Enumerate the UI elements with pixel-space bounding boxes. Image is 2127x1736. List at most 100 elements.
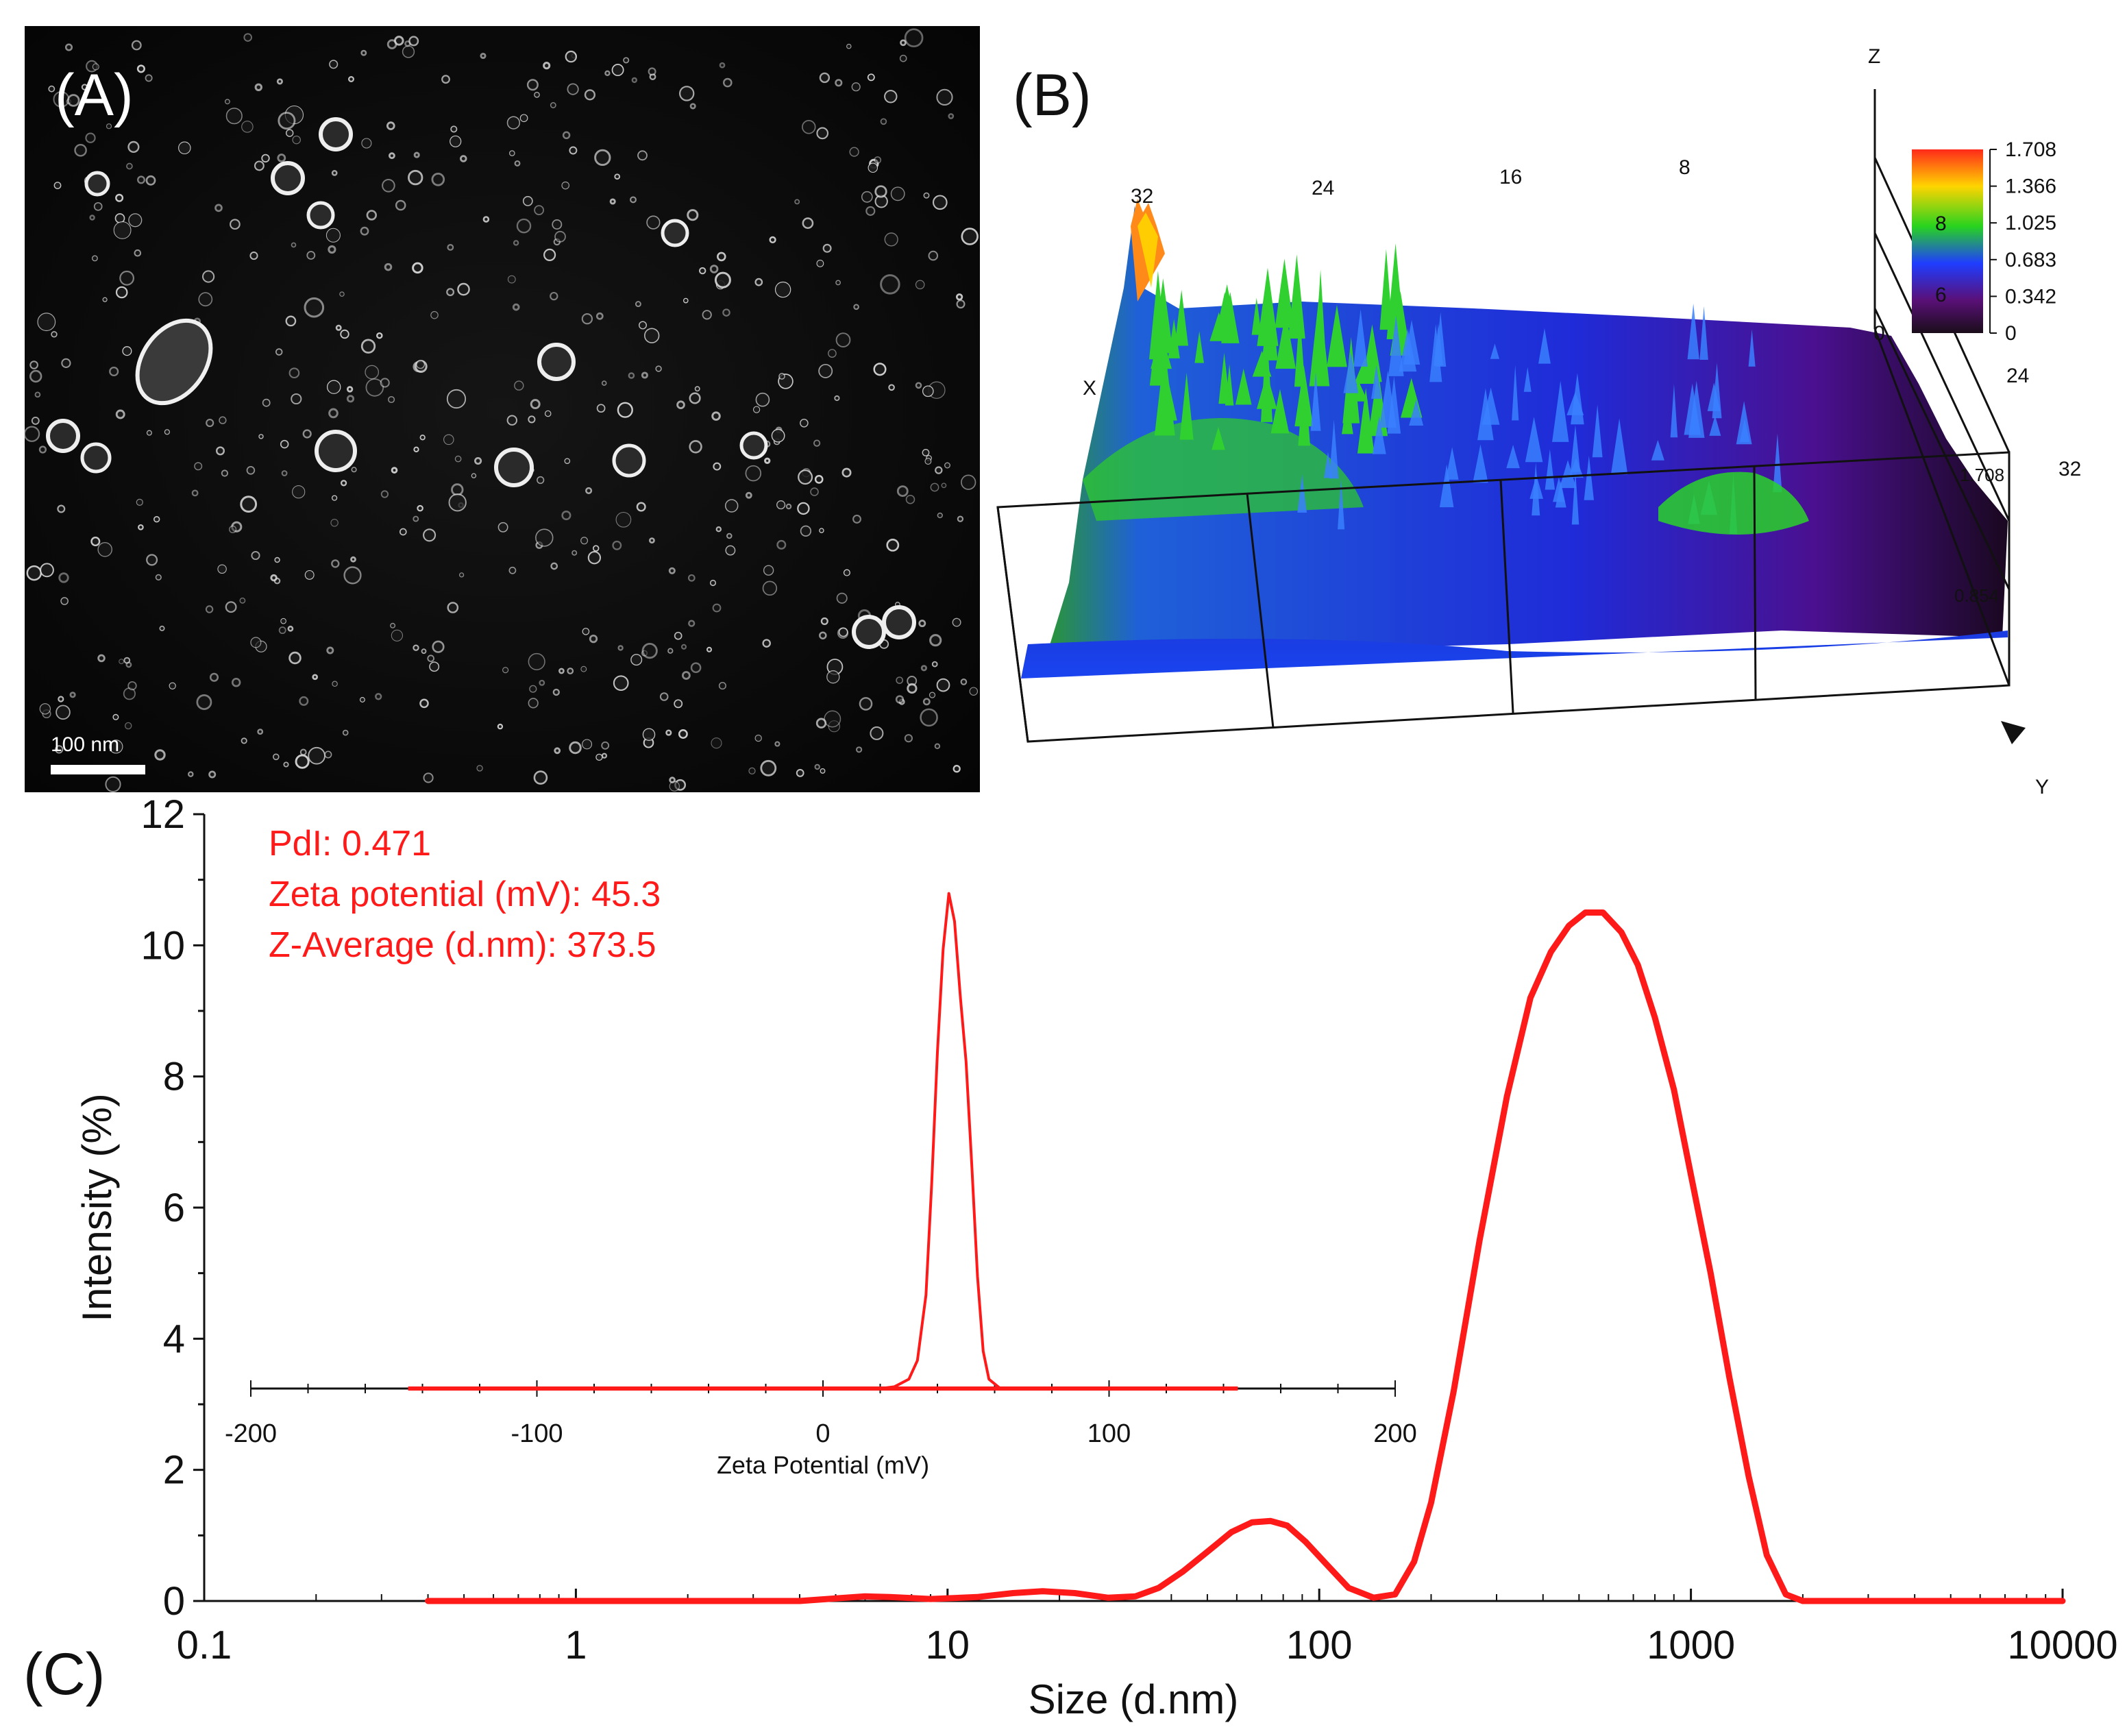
sem-particle: [810, 487, 819, 496]
sem-particle: [822, 243, 832, 253]
surface-spike: [1687, 304, 1699, 360]
sem-particle: [327, 380, 341, 394]
sem-particle: [581, 313, 593, 325]
sem-particle: [502, 667, 509, 674]
sem-particle: [528, 652, 545, 670]
sem-particle: [948, 113, 955, 119]
sem-particle: [820, 768, 826, 774]
right-tick-1: 32: [2058, 458, 2081, 480]
sem-particle: [69, 692, 76, 698]
sem-particle: [688, 620, 696, 627]
sem-particle: [528, 415, 536, 424]
sem-particle: [506, 116, 521, 130]
panel-a-label: (A): [55, 62, 134, 128]
sem-particle: [40, 563, 54, 578]
sem-particle: [617, 402, 633, 418]
sem-particle: [304, 570, 315, 580]
sem-particle: [254, 83, 262, 92]
sem-particle: [796, 769, 804, 777]
sem-particle: [819, 528, 824, 533]
sem-particle: [376, 332, 383, 339]
annotation-zeta: Zeta potential (mV): 45.3: [269, 875, 661, 914]
sem-particle: [508, 566, 517, 574]
y-axis-arrow: [2001, 721, 2026, 744]
sem-particle: [125, 661, 132, 668]
sem-particle: [920, 665, 928, 672]
sem-particle: [642, 728, 656, 741]
sem-particle: [446, 288, 455, 297]
sem-particle: [202, 270, 215, 283]
sem-particle: [900, 39, 907, 47]
sem-particle: [754, 278, 763, 286]
colorbar-inner-8: 8: [1935, 212, 1947, 235]
sem-particle: [918, 620, 926, 628]
x-axis-label: X: [1083, 377, 1096, 400]
sem-particle: [719, 62, 726, 69]
sem-particle: [888, 384, 895, 391]
sem-particle: [655, 365, 662, 372]
sem-particle: [646, 215, 661, 230]
sem-particle: [228, 525, 237, 534]
sem-particle: [813, 439, 821, 447]
sem-particle: [423, 528, 437, 542]
right-tick-0: 24: [2006, 365, 2029, 387]
sem-particle: [399, 528, 407, 536]
surface-spike: [1571, 373, 1584, 425]
sem-particle: [391, 629, 404, 641]
surface-spike: [1275, 312, 1296, 369]
sem-particle: [955, 293, 963, 301]
sem-particle: [506, 415, 517, 426]
sem-particle: [961, 474, 976, 490]
sem-particle: [285, 315, 297, 327]
surface-spike: [1270, 389, 1290, 434]
sem-particle: [283, 761, 289, 768]
sem-particle: [249, 252, 258, 260]
sem-particle: [690, 662, 702, 674]
surface-spike: [1584, 455, 1595, 500]
sem-particle: [859, 697, 873, 711]
colorbar-tick-label: 0.683: [2005, 249, 2056, 271]
sem-particle: [544, 410, 552, 417]
sem-particle: [873, 363, 887, 376]
sem-particle: [402, 45, 415, 58]
sem-particle: [571, 550, 578, 556]
sem-particle: [471, 473, 477, 478]
sem-particle: [714, 271, 731, 289]
sem-particle: [447, 602, 459, 613]
sem-particle: [580, 537, 589, 545]
inset-x-tick-label: -100: [511, 1419, 563, 1448]
sem-particle: [326, 646, 334, 655]
surface-spike: [1748, 329, 1756, 367]
sem-particle: [609, 198, 616, 205]
y-tick-label: 10: [140, 923, 185, 968]
sem-particle: [330, 519, 339, 527]
sem-particle: [760, 759, 777, 777]
sem-particle: [312, 674, 319, 681]
sem-particle: [874, 156, 882, 164]
sem-particle: [231, 521, 243, 533]
surface-spike: [1610, 418, 1628, 475]
sem-particle: [674, 699, 683, 709]
sem-particle: [250, 637, 262, 648]
sem-particle: [601, 380, 607, 386]
sem-particle: [815, 718, 827, 729]
sem-particle: [514, 160, 521, 167]
surface-spike: [1168, 319, 1180, 358]
sem-particle: [360, 339, 376, 354]
sem-particle: [419, 435, 426, 441]
sem-particle: [554, 747, 561, 755]
sem-particle: [960, 678, 968, 685]
sem-particle: [394, 36, 404, 46]
sem-particle: [929, 634, 942, 647]
sem-particle: [209, 672, 219, 682]
sem-particle: [676, 400, 685, 409]
sem-large-particles: [46, 117, 916, 649]
sem-particle: [567, 83, 579, 95]
sem-particle: [208, 770, 217, 779]
sem-particle: [880, 118, 887, 125]
sem-particle: [350, 556, 356, 563]
sem-particle: [601, 753, 608, 759]
surface-front-edge: [1021, 631, 2008, 678]
sem-particle: [136, 175, 145, 184]
sem-particle: [904, 28, 924, 48]
